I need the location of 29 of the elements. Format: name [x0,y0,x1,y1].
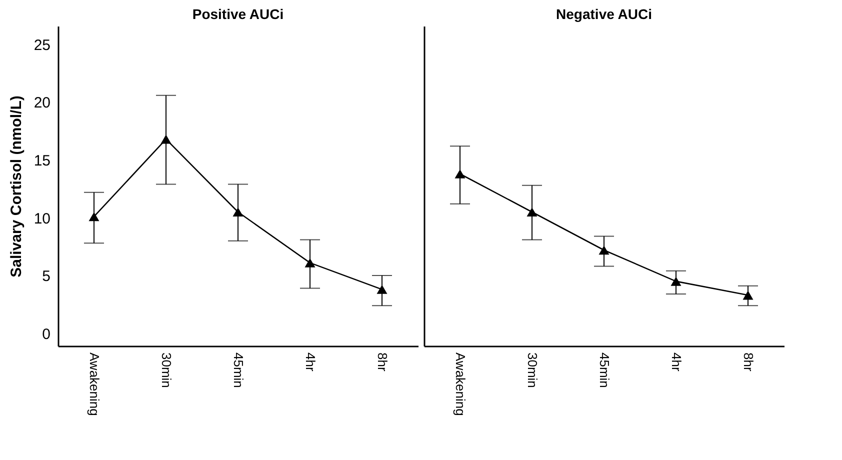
x-tick-label: 8hr [375,352,390,372]
point [454,169,466,178]
point [670,276,682,286]
point [232,207,244,217]
point [742,290,754,300]
point [88,212,100,222]
x-tick-label: 4hr [669,352,684,372]
y-tick-label: 10 [34,210,50,228]
x-tick-label: 30min [159,352,174,388]
x-tick-label: Awakening [453,352,468,416]
y-axis-title: Salivary Cortisol (nmol/L) [8,96,25,278]
point [598,246,610,255]
x-tick-label: 45min [597,352,612,388]
point [304,258,316,268]
point [376,284,388,294]
y-tick-label: 5 [42,268,50,286]
y-tick-label: 25 [34,36,50,54]
y-tick-label: 20 [34,94,50,112]
chart-title: Negative AUCi [556,6,652,22]
y-tick-label: 0 [42,326,50,343]
x-tick-label: 30min [525,352,540,388]
x-tick-label: 8hr [741,352,756,372]
chart-title: Positive AUCi [192,6,284,22]
x-tick-label: Awakening [87,352,102,416]
y-tick-label: 15 [34,152,50,170]
point [526,207,538,217]
x-tick-label: 45min [231,352,246,388]
point [160,134,172,144]
x-tick-label: 4hr [303,352,318,372]
